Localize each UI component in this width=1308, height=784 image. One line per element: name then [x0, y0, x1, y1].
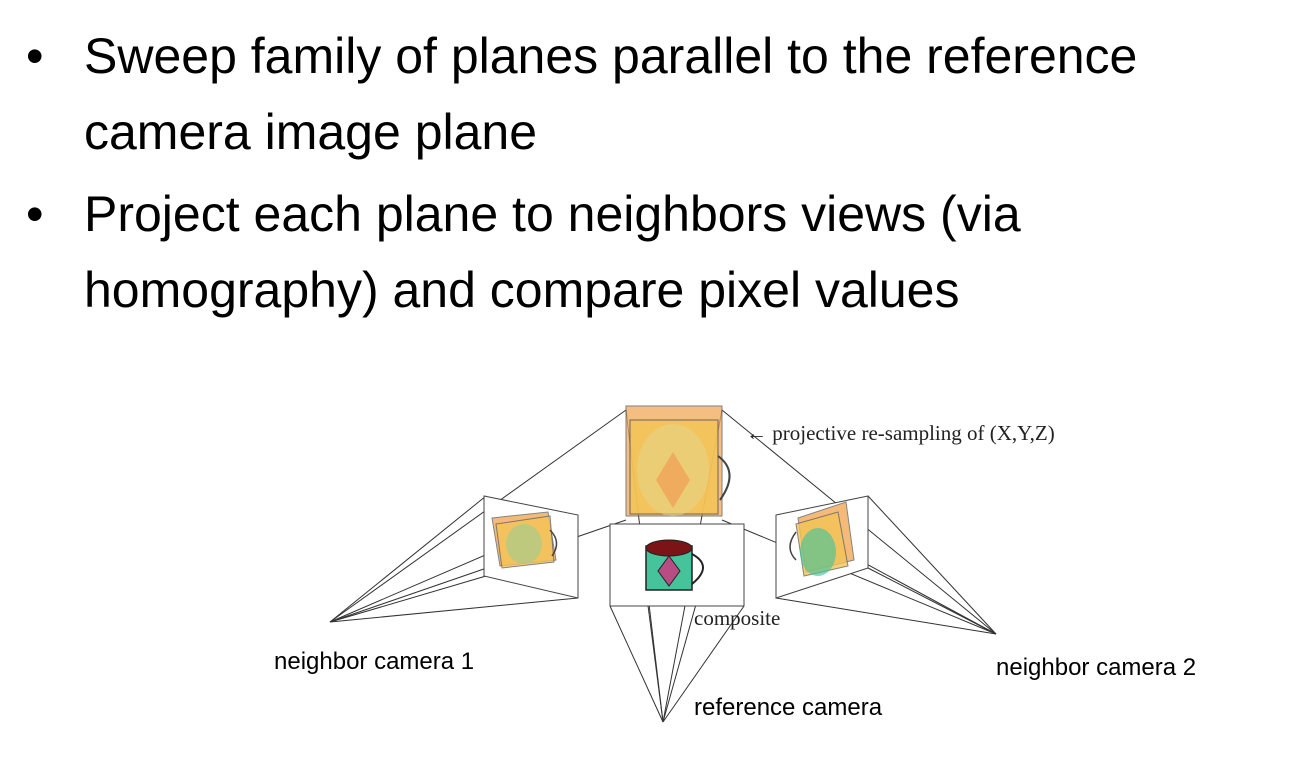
projective-resampling-annotation: ← projective re-sampling of (X,Y,Z) [746, 421, 1055, 445]
bullet-text: Sweep family of planes parallel to the r… [84, 28, 1138, 160]
neighbor-camera-2-plane [775, 495, 869, 599]
composite-label: composite [694, 606, 780, 630]
bullet-marker: • [26, 28, 44, 84]
neighbor-camera-2-label: neighbor camera 2 [996, 654, 1196, 681]
bullet-item: • Project each plane to neighbors views … [26, 176, 1286, 328]
reference-camera-label: reference camera [694, 694, 883, 721]
plane-stack-top [625, 405, 731, 517]
neighbor-camera-1-plane [483, 495, 579, 599]
bullet-text: Project each plane to neighbors views (v… [84, 186, 1021, 318]
bullet-list: • Sweep family of planes parallel to the… [26, 18, 1286, 334]
bullet-item: • Sweep family of planes parallel to the… [26, 18, 1286, 170]
reference-composite-plane [609, 523, 745, 607]
bullet-marker: • [26, 186, 44, 242]
neighbor-camera-1-label: neighbor camera 1 [274, 648, 474, 675]
